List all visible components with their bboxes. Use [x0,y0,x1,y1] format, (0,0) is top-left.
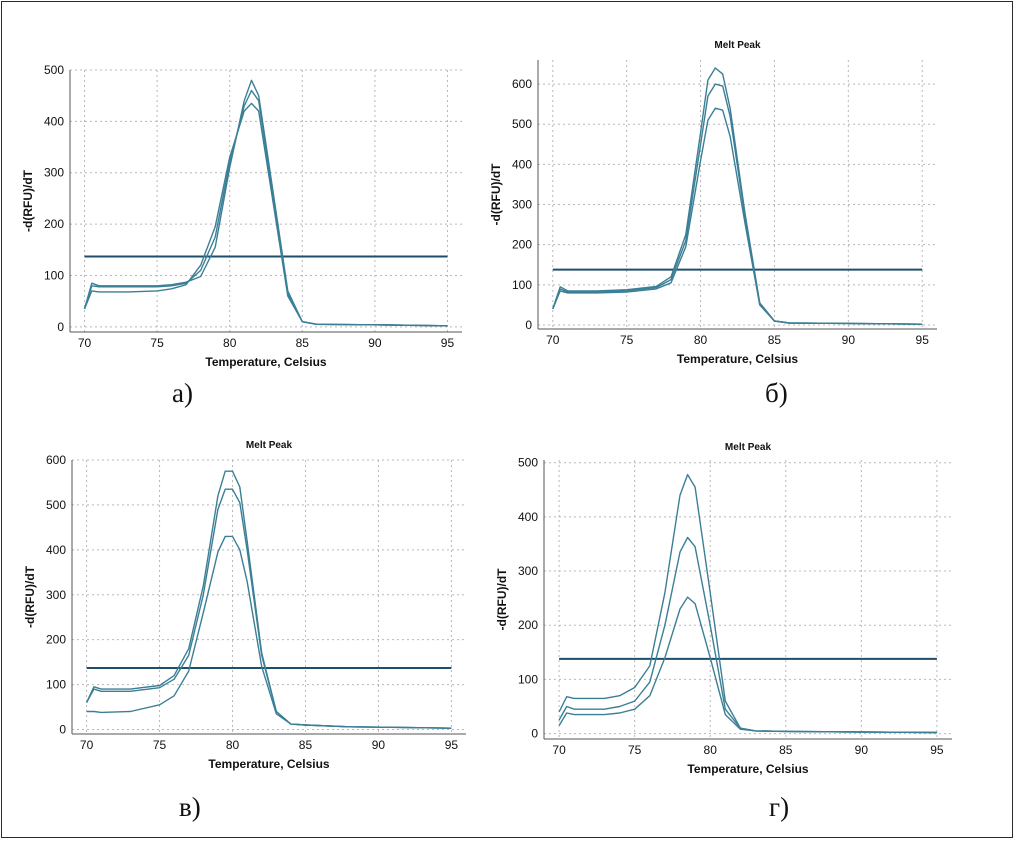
y-tick-label-c-2: 200 [46,633,66,647]
x-tick-label-a-1: 75 [150,336,164,350]
y-tick-label-c-6: 600 [46,453,66,467]
melt-curve-a-2 [83,89,448,327]
melt-peak-chart-b: 70 75 80 85 90 95 0 100 200 300 400 500 600 Temperatu… [489,40,937,366]
y-tick-label-d-2: 200 [518,618,538,632]
y-tick-label-a-5: 500 [44,63,64,77]
x-tick-label-c-5: 95 [445,738,459,752]
chart-panel-c: 70 75 80 85 90 95 0 100 200 300 400 500 600 Temperatu… [14,434,474,774]
x-tick-label-c-2: 80 [226,738,240,752]
x-tick-label-b-2: 80 [694,333,708,347]
x-tick-label-d-0: 70 [552,743,566,757]
x-tick-label-d-3: 85 [779,743,793,757]
melt-curve-d-2 [558,536,937,734]
x-tick-label-a-2: 80 [223,336,237,350]
y-tick-label-d-3: 300 [518,564,538,578]
x-tick-label-a-4: 90 [368,336,382,350]
y-tick-label-c-4: 400 [46,543,66,557]
x-tick-label-d-2: 80 [704,743,718,757]
y-axis-label-c: -d(RFU)/dT [23,565,37,628]
chart-panel-d: 70 75 80 85 90 95 0 100 200 300 400 500 Temperature,… [482,434,962,779]
chart-panel-b: 70 75 80 85 90 95 0 100 200 300 400 500 600 Temperatu… [482,34,962,369]
x-tick-label-c-4: 90 [372,738,386,752]
y-tick-label-d-5: 500 [518,456,538,470]
y-tick-label-d-1: 100 [518,672,538,686]
y-axis-label-a: -d(RFU)/dT [21,169,35,232]
x-tick-label-c-3: 85 [299,738,313,752]
x-axis-label-c: Temperature, Celsius [208,757,329,771]
y-axis-label-d: -d(RFU)/dT [495,568,509,631]
x-tick-label-a-3: 85 [296,336,310,350]
melt-curve-d-1 [558,473,937,734]
x-tick-label-b-1: 75 [620,333,634,347]
melt-peak-chart-d: 70 75 80 85 90 95 0 100 200 300 400 500 Temperature,… [495,442,952,776]
y-tick-label-b-4: 400 [512,157,532,171]
y-tick-label-b-3: 300 [512,198,532,212]
x-tick-label-b-3: 85 [768,333,782,347]
x-tick-label-a-5: 95 [441,336,455,350]
y-tick-label-b-6: 600 [512,77,532,91]
y-tick-label-b-2: 200 [512,238,532,252]
y-tick-label-a-1: 100 [44,268,64,282]
y-tick-label-c-0: 0 [59,723,66,737]
y-tick-label-a-4: 400 [44,114,64,128]
y-tick-label-c-1: 100 [46,678,66,692]
x-axis-label-a: Temperature, Celsius [205,355,326,369]
melt-curve-b-1 [552,67,923,325]
y-tick-label-d-4: 400 [518,510,538,524]
melt-peak-chart-c: 70 75 80 85 90 95 0 100 200 300 400 500 600 Temperatu… [23,440,466,771]
y-tick-label-d-0: 0 [531,727,538,741]
y-tick-label-c-5: 500 [46,498,66,512]
y-tick-label-b-0: 0 [525,318,532,332]
x-tick-label-d-1: 75 [628,743,642,757]
y-tick-label-c-3: 300 [46,588,66,602]
chart-title-d: Melt Peak [725,442,772,453]
x-tick-label-c-1: 75 [153,738,167,752]
y-axis-label-b: -d(RFU)/dT [489,163,503,226]
x-tick-label-d-4: 90 [855,743,869,757]
panel-caption-a: а) [172,378,193,408]
x-tick-label-d-5: 95 [930,743,944,757]
x-tick-label-b-0: 70 [546,333,560,347]
panel-caption-d: г) [769,792,790,822]
y-tick-label-b-1: 100 [512,278,532,292]
x-axis-label-d: Temperature, Celsius [687,762,808,776]
x-tick-label-a-0: 70 [78,336,92,350]
y-tick-label-a-0: 0 [57,320,64,334]
chart-title-b: Melt Peak [714,40,761,51]
x-tick-label-c-0: 70 [80,738,94,752]
melt-curve-c-3 [86,535,452,729]
panel-caption-c: в) [179,792,201,822]
y-tick-label-a-2: 200 [44,217,64,231]
y-tick-label-b-5: 500 [512,117,532,131]
melt-curve-a-3 [83,102,448,327]
x-tick-label-b-5: 95 [916,333,930,347]
chart-title-c: Melt Peak [246,440,293,451]
x-axis-label-b: Temperature, Celsius [677,352,798,366]
melt-curve-d-3 [558,596,937,734]
melt-peak-chart-a: 70 75 80 85 90 95 0 100 200 300 400 500 Temperature,… [21,63,462,369]
melt-curve-b-3 [552,107,923,325]
x-tick-label-b-4: 90 [842,333,856,347]
y-tick-label-a-3: 300 [44,166,64,180]
melt-curve-a-1 [83,79,448,327]
chart-panel-a: 70 75 80 85 90 95 0 100 200 300 400 500 Temperature,… [21,62,472,372]
panel-caption-b: б) [765,378,788,408]
